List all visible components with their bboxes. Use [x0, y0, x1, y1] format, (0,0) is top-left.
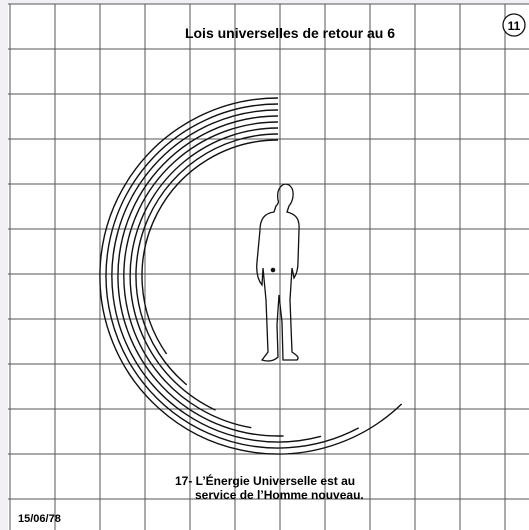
paper: [8, 4, 529, 530]
grid: [8, 3, 529, 530]
date: 15/06/78: [18, 513, 61, 525]
arc: [105, 103, 360, 449]
arc: [117, 115, 284, 437]
arc: [129, 127, 279, 411]
arc: [135, 133, 279, 386]
energy-arcs: [99, 97, 403, 455]
center-dot: [270, 267, 276, 273]
human-silhouette: [256, 183, 300, 362]
arc: [141, 139, 279, 355]
arc: [99, 97, 403, 455]
page-number-circle: [502, 13, 526, 37]
page-number: 11: [508, 19, 521, 33]
title: Lois universelles de retour au 6: [185, 25, 395, 41]
arc: [123, 121, 279, 429]
caption-line: service de l’Homme nouveau.: [195, 488, 364, 502]
arc: [111, 109, 322, 443]
caption-line: 17- L’Énergie Universelle est au: [175, 473, 355, 488]
